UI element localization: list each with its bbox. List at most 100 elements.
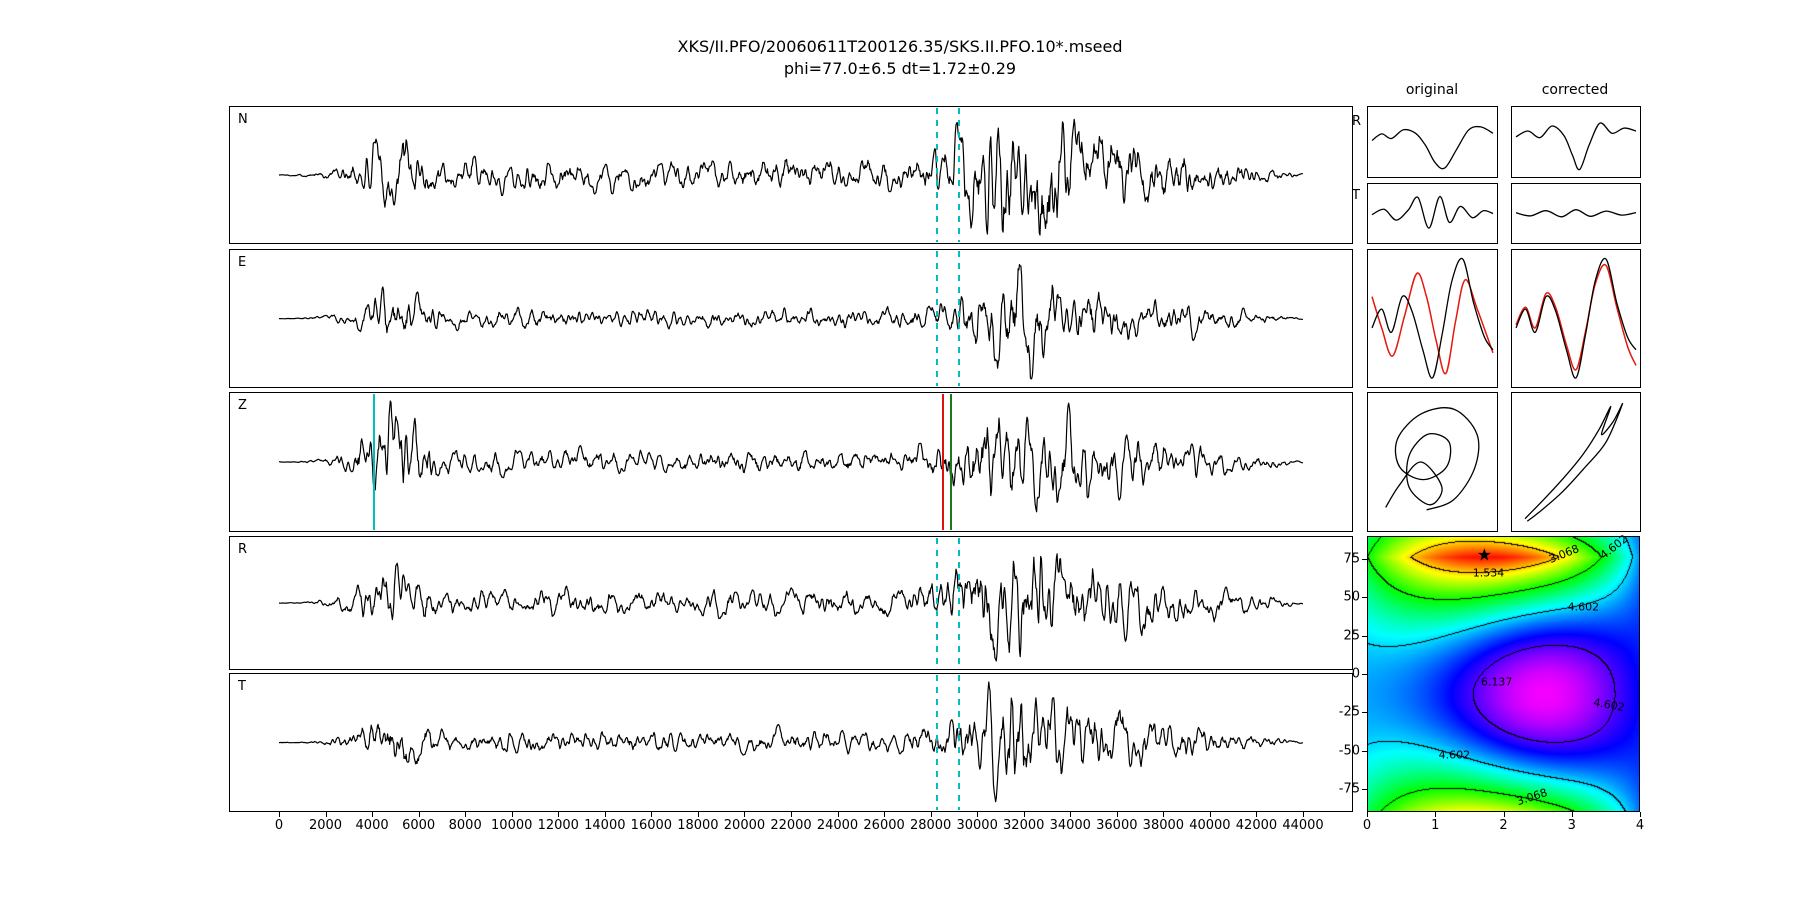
y-tick-label: -25	[1338, 704, 1360, 720]
panel-label-e: E	[238, 255, 247, 270]
panel-label-n: N	[238, 112, 248, 127]
x-tick-label: 42000	[1235, 818, 1278, 833]
y-tick-mark	[1362, 559, 1367, 560]
x-tick-mark	[1163, 812, 1165, 817]
panel-label-r: R	[238, 542, 248, 557]
x-tick-mark	[1303, 812, 1304, 817]
x-tick-mark	[977, 812, 979, 817]
x-tick-label: 4000	[355, 818, 389, 833]
y-tick-mark	[1362, 674, 1367, 675]
mini-overlay-corrected	[1515, 257, 1637, 379]
contour-x-tick-label: 1	[1431, 818, 1440, 833]
x-tick-mark	[372, 812, 374, 817]
window-marker-line	[935, 251, 938, 386]
y-tick-mark	[1362, 750, 1367, 752]
x-tick-mark	[279, 812, 280, 817]
x-tick-label: 26000	[863, 818, 905, 833]
mini-waveform-t-corrected	[1515, 209, 1637, 218]
x-tick-label: 12000	[537, 818, 579, 833]
window-marker-line	[935, 108, 938, 242]
y-tick-label: 50	[1343, 589, 1360, 605]
window-marker-line	[958, 538, 961, 668]
mini-panel-particle-motion-corrected	[1511, 392, 1641, 532]
contour-x-tick-label: 0	[1362, 818, 1372, 833]
x-tick-label: 14000	[584, 818, 626, 833]
mini-waveform-t-original	[1371, 195, 1494, 229]
contour-x-tick-mark	[1367, 812, 1368, 817]
y-tick-label: 25	[1343, 628, 1360, 644]
error-surface-panel	[1367, 536, 1640, 812]
x-tick-label: 0	[274, 818, 284, 833]
x-tick-label: 38000	[1142, 818, 1185, 833]
title-block: XKS/II.PFO/20060611T200126.35/SKS.II.PFO…	[0, 36, 1800, 81]
contour-x-tick-label: 3	[1567, 818, 1576, 833]
x-tick-label: 24000	[816, 818, 859, 833]
x-tick-mark	[465, 812, 467, 817]
x-tick-label: 34000	[1049, 818, 1091, 833]
x-tick-mark	[697, 812, 699, 817]
mini-panel-fastslow-original	[1367, 249, 1498, 388]
x-tick-mark	[651, 812, 653, 817]
panel-label-z: Z	[238, 398, 247, 413]
waveform-panel-E: E	[229, 249, 1353, 388]
error-surface-heatmap	[1368, 537, 1639, 811]
x-tick-mark	[744, 812, 746, 817]
seismogram-trace-e	[278, 264, 1304, 380]
x-tick-label: 32000	[1003, 818, 1045, 833]
particle-motion-corrected	[1524, 402, 1624, 522]
contour-x-tick-mark	[1435, 812, 1437, 817]
figure-title: XKS/II.PFO/20060611T200126.35/SKS.II.PFO…	[677, 37, 1123, 56]
x-tick-mark	[1209, 812, 1211, 817]
waveform-panel-T: T	[229, 673, 1353, 812]
x-tick-label: 30000	[956, 818, 998, 833]
row-label-r: R	[1352, 114, 1362, 129]
y-tick-mark	[1362, 635, 1367, 637]
seismogram-trace-n	[279, 118, 1304, 236]
x-tick-mark	[791, 812, 792, 817]
window-marker-line	[958, 251, 961, 386]
y-tick-label: 75	[1343, 551, 1360, 567]
window-marker-line	[935, 538, 938, 668]
x-tick-label: 22000	[770, 818, 812, 833]
x-tick-label: 2000	[308, 818, 343, 833]
x-tick-mark	[511, 812, 513, 817]
particle-motion-original	[1385, 407, 1480, 511]
x-tick-mark	[1070, 812, 1072, 817]
x-tick-mark	[1256, 812, 1258, 817]
x-tick-label: 20000	[723, 818, 766, 833]
contour-x-tick-label: 4	[1635, 818, 1645, 833]
y-tick-label: -75	[1338, 781, 1360, 797]
x-tick-mark	[930, 812, 932, 817]
seismogram-trace-t	[279, 681, 1303, 803]
window-marker-line	[935, 675, 938, 810]
x-tick-mark	[418, 812, 420, 817]
window-marker-line	[958, 108, 961, 242]
x-tick-label: 40000	[1189, 818, 1231, 833]
contour-x-tick-mark	[1571, 812, 1573, 817]
seismogram-trace-z	[278, 400, 1304, 513]
mini-overlay-original	[1371, 257, 1494, 379]
contour-x-tick-mark	[1503, 812, 1505, 817]
x-tick-label: 16000	[630, 818, 673, 833]
contour-level-label: 4.602	[1438, 748, 1471, 762]
x-tick-label: 18000	[677, 818, 719, 833]
y-tick-mark	[1362, 712, 1367, 714]
x-tick-label: 36000	[1096, 818, 1138, 833]
x-tick-mark	[837, 812, 839, 817]
mini-panel-r-corrected	[1511, 106, 1641, 178]
mini-panel-particle-motion-original	[1367, 392, 1498, 532]
mini-panel-t-corrected	[1511, 183, 1641, 244]
column-header-corrected: corrected	[1541, 82, 1609, 98]
mini-waveform-r-original	[1371, 125, 1494, 170]
contour-level-label: 1.534	[1472, 566, 1505, 580]
x-tick-label: 8000	[448, 818, 482, 833]
column-header-original: original	[1405, 82, 1459, 98]
contour-level-label: 4.602	[1567, 600, 1600, 614]
contour-level-label: 6.137	[1480, 675, 1513, 689]
panel-label-t: T	[238, 679, 246, 694]
mini-panel-fastslow-corrected	[1511, 249, 1641, 388]
y-tick-mark	[1362, 789, 1367, 790]
waveform-panel-Z: Z	[229, 392, 1353, 532]
pick-marker-line	[373, 394, 376, 530]
